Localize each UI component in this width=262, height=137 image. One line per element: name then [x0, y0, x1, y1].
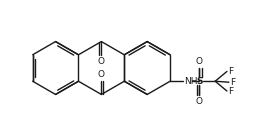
Text: F: F [230, 78, 235, 87]
Text: F: F [228, 67, 233, 76]
Text: S: S [196, 77, 203, 86]
Text: O: O [196, 57, 203, 66]
Text: O: O [196, 97, 203, 106]
Text: O: O [98, 70, 105, 79]
Text: O: O [98, 57, 105, 66]
Text: F: F [228, 87, 233, 95]
Text: NH: NH [184, 77, 197, 86]
